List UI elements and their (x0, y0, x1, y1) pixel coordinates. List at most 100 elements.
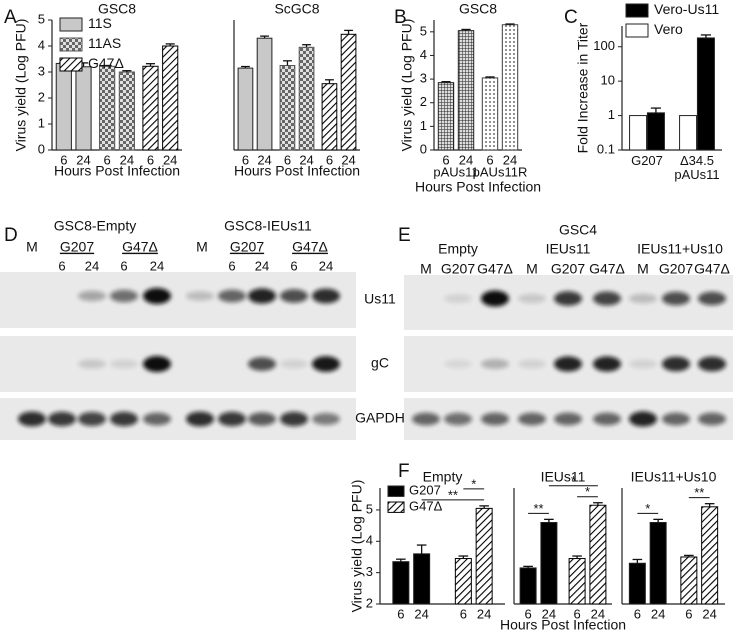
blot-band (48, 411, 76, 427)
bar (501, 24, 519, 151)
y-tick-label: 4 (366, 533, 373, 548)
bar (162, 45, 179, 151)
y-tick-label: 10 (601, 73, 615, 88)
x-tick-label: 6 (573, 606, 580, 621)
blot-band (593, 412, 621, 426)
bar (279, 65, 296, 151)
time-label: 24 (150, 258, 164, 273)
group-label: pAUs11 (433, 164, 478, 179)
panel-label: D (4, 225, 18, 246)
x-tick-label: 6 (242, 152, 249, 167)
bar (568, 558, 586, 605)
panel-label: A (4, 7, 17, 28)
blot-band (593, 356, 621, 372)
y-axis-label: Virus yield (Log PFU) (13, 19, 29, 152)
bar (649, 521, 667, 605)
x-axis-label: Hours Post Infection (234, 163, 360, 179)
y-tick-label: 2 (38, 89, 45, 104)
x-tick-label: Δ34.5 pAUs11 (674, 154, 720, 182)
y-axis-label: Virus yield (Log PFU) (349, 480, 365, 613)
blot-band (110, 411, 138, 427)
lane-label: G47Δ (589, 261, 625, 277)
legend-swatch (59, 37, 83, 52)
time-label: 24 (319, 258, 333, 273)
bar (540, 521, 558, 605)
blot-band (186, 411, 214, 427)
blot-band (593, 291, 621, 306)
x-tick-label: 24 (299, 152, 313, 167)
blot-band (110, 289, 138, 303)
x-tick-label: 6 (486, 152, 493, 167)
blot-band (629, 293, 657, 304)
y-tick-label: 0 (420, 141, 427, 156)
time-label: 6 (228, 258, 235, 273)
lane-label: M (420, 261, 432, 277)
x-tick-label: 6 (442, 152, 449, 167)
bar (679, 115, 698, 151)
blot-band (662, 412, 690, 426)
time-label: 24 (255, 258, 269, 273)
bar (237, 67, 254, 151)
blot-band (444, 294, 472, 303)
x-tick-label: 6 (685, 606, 692, 621)
x-tick-label: 6 (460, 606, 467, 621)
y-tick-label: 1 (420, 118, 427, 133)
y-axis-label: Fold Increase in Titer (575, 22, 591, 153)
lane-label: G207 (230, 239, 264, 255)
chart-title: IEUs11 (541, 469, 586, 485)
bar (256, 37, 273, 151)
y-tick-label: 4 (420, 47, 427, 62)
panel-label: F (398, 461, 410, 482)
x-tick-label: 6 (397, 606, 404, 621)
x-tick-label: 24 (459, 152, 473, 167)
legend-label: 11AS (88, 35, 121, 51)
chart-title: ScGC8 (274, 1, 319, 17)
bar (701, 506, 719, 605)
y-tick-label: 5 (38, 11, 45, 26)
blot-band (143, 412, 171, 426)
significance-label: * (585, 484, 590, 499)
y-tick-label: 2 (420, 94, 427, 109)
lane-label: G207 (60, 239, 94, 255)
lane-label: M (526, 261, 538, 277)
legend-label: G47Δ (88, 55, 124, 71)
panel-label: B (394, 7, 407, 28)
legend-label: G207 (409, 483, 441, 498)
x-tick-label: 24 (503, 152, 517, 167)
blot-band (698, 291, 726, 306)
lane-label: M (196, 239, 208, 255)
blot-row-label: Us11 (364, 291, 396, 307)
y-tick-label: 3 (366, 564, 373, 579)
legend-label: G47Δ (409, 499, 443, 514)
bar (481, 77, 499, 151)
blot-band (518, 293, 546, 304)
blot-group-label: Empty (438, 241, 478, 257)
x-tick-label-box: Δ34.5 pAUs11 (674, 154, 720, 182)
bar (437, 82, 455, 151)
blot-band (186, 291, 214, 301)
lane-label: G47Δ (122, 239, 158, 255)
blot-band (312, 356, 340, 372)
x-tick-label: 24 (257, 152, 271, 167)
blot-group-label: IEUs11 (546, 241, 591, 257)
y-axis-label: Virus yield (Log PFU) (399, 19, 415, 152)
blot-band (78, 290, 106, 302)
blot-band (698, 356, 726, 372)
lane-label: G207 (441, 261, 475, 277)
y-tick-label: 0 (38, 141, 45, 156)
blot-band (481, 359, 509, 369)
blot-band (312, 288, 340, 304)
blot-band (662, 291, 690, 306)
bar (340, 33, 357, 151)
blot-row-label: gC (371, 355, 389, 371)
blot-band (518, 412, 546, 426)
blot-group-label: GSC8-Empty (54, 218, 136, 234)
chart-title: Empty (423, 469, 463, 485)
time-label: 6 (120, 258, 127, 273)
significance-label: * (571, 473, 576, 488)
x-tick-label: 6 (326, 152, 333, 167)
x-tick-label: 6 (147, 152, 154, 167)
blot-band (248, 412, 276, 426)
panel-label: E (398, 225, 411, 246)
lane-label: M (637, 261, 649, 277)
